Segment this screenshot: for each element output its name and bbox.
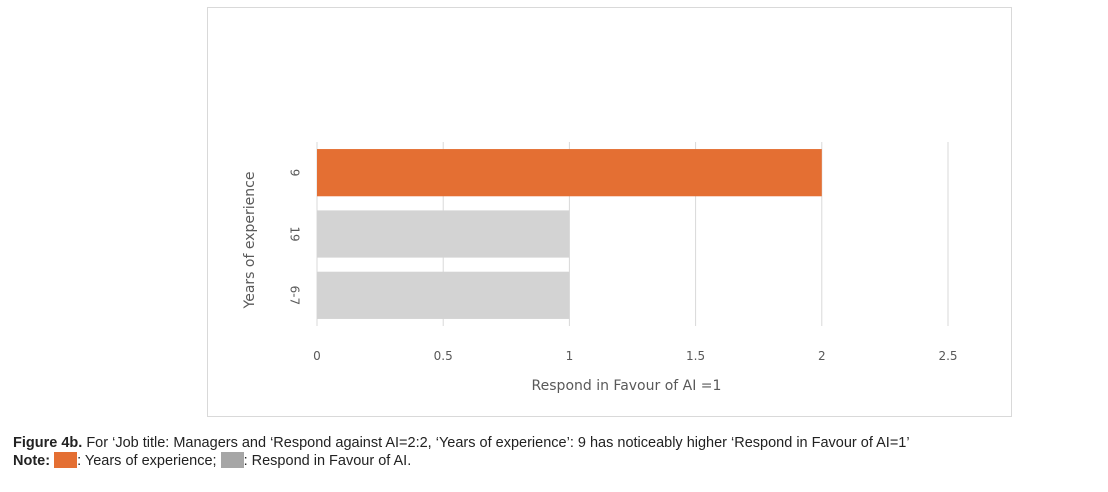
x-tick-label: 0 xyxy=(313,349,321,363)
bar-chart: 0 0.5 1 1.5 2 2.5 9 19 6-7 Respond in Favour of… xyxy=(242,142,958,394)
y-axis-title: Years of experience xyxy=(242,172,258,310)
bar-19 xyxy=(317,210,570,258)
caption-text: For ‘Job title: Managers and ‘Respond ag… xyxy=(82,435,910,451)
y-tick-label: 6-7 xyxy=(288,286,302,306)
y-tick-label: 9 xyxy=(288,169,302,177)
y-tick-label: 19 xyxy=(288,226,302,241)
bar-9 xyxy=(317,149,822,197)
note-item-favour: : Respond in Favour of AI. xyxy=(243,453,412,469)
chart-frame: 0 0.5 1 1.5 2 2.5 9 19 6-7 Respond in Favour of… xyxy=(207,7,1012,417)
caption-label: Figure 4b. xyxy=(13,435,83,451)
bar-6-7 xyxy=(317,271,570,319)
note-item-years: : Years of experience; xyxy=(77,453,217,469)
x-tick-label: 2 xyxy=(818,349,826,363)
gray-swatch xyxy=(220,452,244,468)
x-tick-label: 2.5 xyxy=(938,349,957,363)
x-tick-label: 0.5 xyxy=(434,349,453,363)
note-label: Note: xyxy=(13,453,51,469)
x-tick-label: 1.5 xyxy=(686,349,705,363)
figure-caption: Figure 4b. For ‘Job title: Managers and … xyxy=(13,434,1103,470)
orange-swatch xyxy=(54,452,78,468)
x-axis-title: Respond in Favour of AI =1 xyxy=(532,378,722,394)
note-line: Note: : Years of experience; : Respond i… xyxy=(13,452,1103,470)
x-tick-label: 1 xyxy=(566,349,574,363)
caption-line: Figure 4b. For ‘Job title: Managers and … xyxy=(13,434,1103,452)
